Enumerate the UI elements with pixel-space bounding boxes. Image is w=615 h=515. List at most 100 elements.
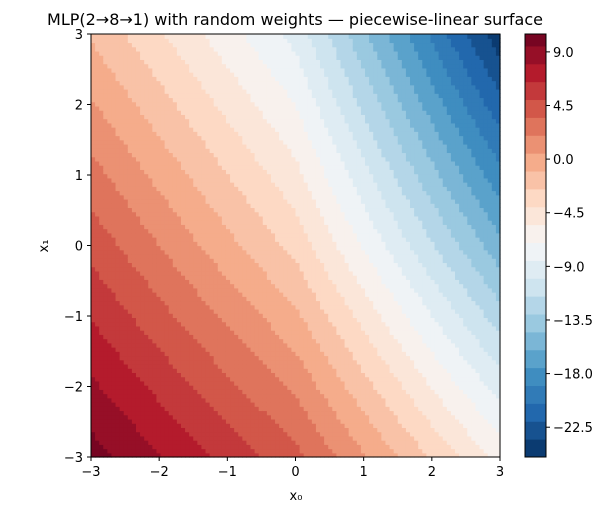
contour-cell xyxy=(246,160,252,166)
contour-cell xyxy=(225,368,231,373)
contour-cell xyxy=(254,444,260,450)
contour-cell xyxy=(99,359,104,365)
contour-cell xyxy=(246,88,252,94)
contour-cell xyxy=(213,249,219,255)
contour-cell xyxy=(209,182,215,187)
contour-cell xyxy=(193,440,198,445)
contour-cell xyxy=(287,359,293,365)
contour-cell xyxy=(283,194,288,200)
contour-cell xyxy=(213,59,219,65)
contour-cell xyxy=(91,173,96,179)
contour-cell xyxy=(131,177,137,183)
contour-cell xyxy=(160,368,166,373)
contour-cell xyxy=(254,55,260,60)
contour-cell xyxy=(103,270,108,276)
contour-cell xyxy=(217,418,223,424)
contour-cell xyxy=(164,203,170,209)
contour-cell xyxy=(254,203,260,209)
contour-cell xyxy=(95,50,100,56)
contour-cell xyxy=(279,440,284,445)
contour-cell xyxy=(111,355,117,361)
contour-cell xyxy=(234,76,239,82)
contour-cell xyxy=(193,355,198,361)
contour-cell xyxy=(156,156,162,162)
contour-cell xyxy=(221,330,227,335)
contour-cell xyxy=(205,266,211,272)
contour-cell xyxy=(111,34,117,39)
contour-cell xyxy=(234,283,239,289)
contour-cell xyxy=(217,330,223,335)
contour-cell xyxy=(99,435,104,441)
contour-cell xyxy=(270,220,276,225)
contour-cell xyxy=(254,152,260,158)
contour-cell xyxy=(238,148,243,154)
contour-cell xyxy=(291,59,297,65)
contour-cell xyxy=(189,80,194,86)
contour-cell xyxy=(230,88,235,94)
contour-cell xyxy=(144,342,149,348)
contour-cell xyxy=(279,249,284,255)
contour-cell xyxy=(242,194,248,200)
contour-cell xyxy=(103,414,108,420)
contour-cell xyxy=(164,34,170,39)
contour-cell xyxy=(152,313,158,319)
contour-cell xyxy=(127,368,133,373)
contour-cell xyxy=(111,42,117,48)
contour-cell xyxy=(172,351,178,357)
contour-cell xyxy=(180,220,186,225)
contour-cell xyxy=(246,321,252,327)
contour-cell xyxy=(103,165,108,170)
contour-cell xyxy=(193,228,198,234)
contour-cell xyxy=(230,338,235,344)
contour-cell xyxy=(262,84,268,90)
contour-cell xyxy=(172,258,178,264)
contour-cell xyxy=(160,63,166,69)
contour-cell xyxy=(111,55,117,60)
contour-cell xyxy=(164,431,170,437)
contour-cell xyxy=(275,334,280,340)
contour-cell xyxy=(217,270,223,276)
contour-cell xyxy=(201,406,207,412)
contour-cell xyxy=(283,368,288,373)
contour-cell xyxy=(250,313,256,319)
contour-cell xyxy=(103,211,108,217)
contour-cell xyxy=(234,258,239,264)
contour-cell xyxy=(197,220,203,225)
contour-cell xyxy=(111,414,117,420)
contour-cell xyxy=(262,313,268,319)
contour-cell xyxy=(176,173,182,179)
contour-cell xyxy=(172,80,178,86)
contour-cell xyxy=(168,152,174,158)
contour-cell xyxy=(180,304,186,310)
contour-cell xyxy=(189,275,194,280)
contour-cell xyxy=(225,241,231,247)
contour-cell xyxy=(217,114,223,120)
contour-cell xyxy=(238,296,243,302)
contour-cell xyxy=(189,211,194,217)
contour-cell xyxy=(111,317,117,323)
contour-cell xyxy=(221,84,227,90)
contour-cell xyxy=(270,177,276,183)
contour-cell xyxy=(193,334,198,340)
contour-cell xyxy=(156,448,162,454)
contour-cell xyxy=(144,84,149,90)
contour-cell xyxy=(221,152,227,158)
contour-cell xyxy=(291,190,297,196)
contour-cell xyxy=(144,38,149,44)
contour-cell xyxy=(254,194,260,200)
contour-cell xyxy=(266,80,272,86)
contour-cell xyxy=(148,347,153,352)
contour-cell xyxy=(111,300,117,306)
contour-cell xyxy=(205,338,211,344)
contour-cell xyxy=(270,42,276,48)
contour-cell xyxy=(254,38,260,44)
contour-cell xyxy=(197,410,203,416)
contour-cell xyxy=(99,165,104,170)
contour-cell xyxy=(221,296,227,302)
contour-cell xyxy=(246,448,252,454)
contour-cell xyxy=(246,118,252,124)
contour-cell xyxy=(135,300,141,306)
contour-cell xyxy=(176,262,182,268)
contour-cell xyxy=(209,131,215,137)
contour-cell xyxy=(123,97,129,103)
